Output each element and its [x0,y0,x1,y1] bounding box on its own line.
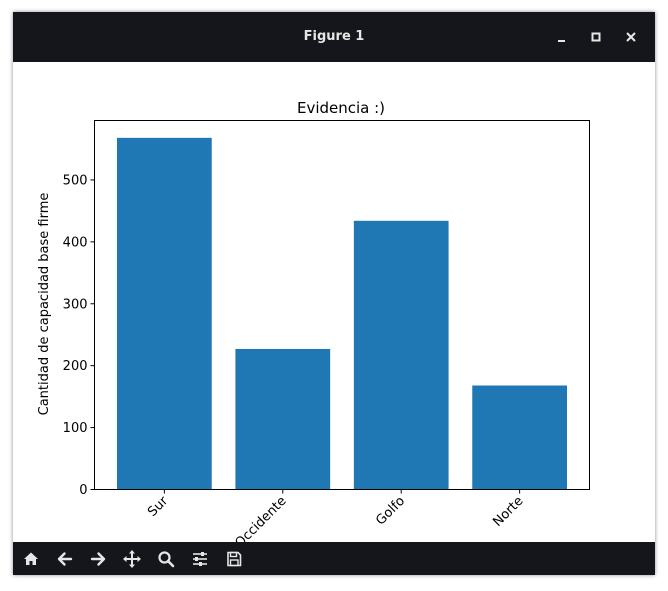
y-tick-label: 300 [63,297,88,312]
close-icon [626,32,636,42]
title-bar[interactable]: Figure 1 [13,12,655,62]
save-floppy-icon [227,551,242,567]
pan-button[interactable] [121,548,143,570]
y-tick-label: 500 [63,173,88,188]
bar-sur [117,137,212,490]
y-tick-label: 0 [79,483,87,498]
x-tick-label: Occidente [233,494,290,542]
window-title: Figure 1 [303,29,365,44]
home-icon [24,552,38,565]
maximize-button[interactable] [584,25,608,49]
maximize-icon [591,32,601,42]
figure-canvas[interactable]: Evidencia :) Cantidad de capacidad base … [13,62,655,542]
zoom-magnifier-icon [158,551,175,568]
zoom-button[interactable] [155,548,177,570]
plot-frame [94,120,590,490]
figure-window: Figure 1 Evidencia :) Cantidad de capaci… [13,12,655,575]
bars-group [117,137,567,490]
forward-arrow-icon [90,552,106,566]
configure-subplots-icon [193,552,207,566]
minimize-button[interactable] [549,25,573,49]
back-arrow-icon [57,552,73,566]
bar-norte [472,385,567,490]
x-tick-label: Norte [490,494,526,530]
close-button[interactable] [619,25,643,49]
y-tick-label: 100 [63,421,88,436]
y-tick-label: 400 [63,235,88,250]
y-axis: 0 100 200 300 400 500 [63,173,95,498]
x-axis: Sur Occidente Golfo Norte [145,489,526,542]
y-axis-label: Cantidad de capacidad base firme [37,193,52,416]
chart-title: Evidencia :) [297,99,385,117]
minimize-icon [558,40,565,42]
forward-button[interactable] [87,548,109,570]
x-tick-label: Sur [145,493,172,520]
configure-subplots-button[interactable] [189,548,211,570]
bar-occidente [235,348,331,490]
x-tick-label: Golfo [373,494,408,529]
home-button[interactable] [20,548,42,570]
save-button[interactable] [223,548,245,570]
bar-golfo [353,220,449,490]
back-button[interactable] [54,548,76,570]
y-tick-label: 200 [63,359,88,374]
bar-chart: Evidencia :) Cantidad de capacidad base … [37,99,590,542]
pan-move-icon [123,550,141,568]
navigation-toolbar [13,542,655,575]
